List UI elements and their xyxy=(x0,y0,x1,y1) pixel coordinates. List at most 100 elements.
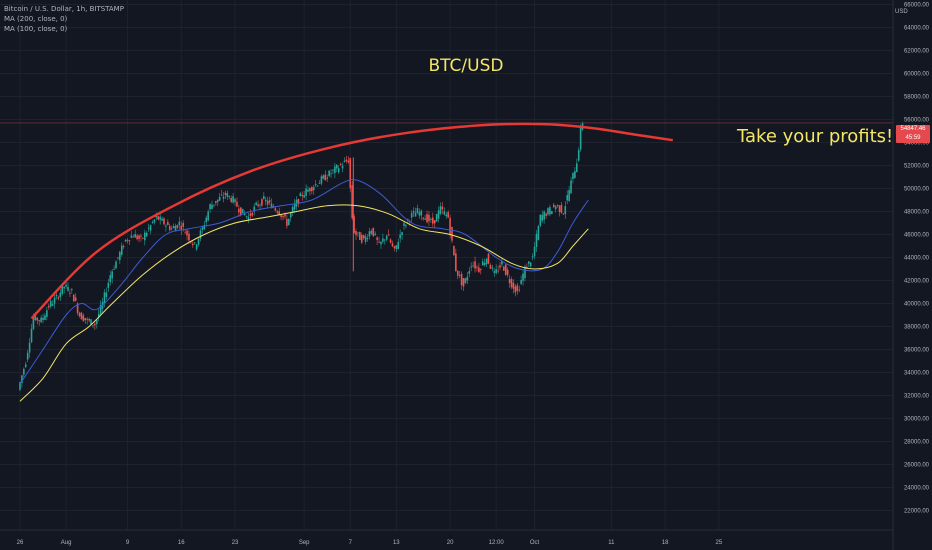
candle xyxy=(336,163,338,173)
candle xyxy=(23,367,25,379)
candle xyxy=(49,298,52,309)
candle xyxy=(44,313,46,321)
candle xyxy=(389,238,392,244)
candle xyxy=(224,190,227,200)
candle xyxy=(326,174,328,182)
candle xyxy=(305,184,307,201)
candle xyxy=(360,232,363,245)
time-tick-label: 20 xyxy=(447,540,454,546)
candle xyxy=(558,205,561,217)
candle xyxy=(359,231,361,241)
candle xyxy=(138,234,140,243)
candle xyxy=(128,239,131,246)
candle xyxy=(230,195,232,204)
price-tick-label: 38000.00 xyxy=(904,325,930,331)
time-tick-label: 23 xyxy=(232,540,239,546)
candle xyxy=(476,265,478,272)
candle xyxy=(38,319,40,326)
candle xyxy=(455,248,457,272)
time-tick-label: 12:00 xyxy=(489,540,505,546)
candle xyxy=(574,166,576,179)
candle xyxy=(441,201,444,215)
candle xyxy=(226,190,229,200)
price-tick-label: 26000.00 xyxy=(904,463,930,469)
candle xyxy=(82,313,85,322)
candle xyxy=(470,262,472,272)
time-tick-label: Aug xyxy=(61,540,72,546)
candle xyxy=(322,174,325,180)
candle xyxy=(251,212,254,218)
candle xyxy=(405,224,407,229)
candle xyxy=(172,223,175,229)
price-tick-label: 36000.00 xyxy=(904,348,930,354)
candle xyxy=(433,220,436,229)
candle xyxy=(301,191,304,201)
candle xyxy=(288,218,290,226)
price-tick-label: 56000.00 xyxy=(904,118,930,124)
grid xyxy=(0,0,893,530)
candle xyxy=(337,165,340,174)
candle xyxy=(489,263,492,269)
candle xyxy=(345,155,348,164)
bar-countdown: 45:59 xyxy=(905,135,921,141)
candle xyxy=(349,157,352,193)
candle xyxy=(543,210,545,224)
candle xyxy=(514,283,517,297)
candle xyxy=(147,223,150,232)
candle xyxy=(96,319,98,329)
candle xyxy=(564,201,567,219)
candle xyxy=(117,257,119,261)
time-axis[interactable]: 26 Aug 9 16 23 Sep 7 13 20 12:00 Oct 11 18 25 xyxy=(0,529,893,546)
candle xyxy=(368,227,371,240)
candle xyxy=(458,270,461,279)
candle xyxy=(209,203,211,214)
candle xyxy=(215,200,217,206)
legend-ma200[interactable]: MA (200, close, 0) xyxy=(4,15,68,23)
candle xyxy=(80,311,83,320)
candle xyxy=(92,324,94,329)
candle xyxy=(387,229,390,236)
price-axis[interactable]: 22000.00 24000.00 26000.00 28000.00 30000.00… xyxy=(892,0,932,550)
candle xyxy=(384,239,386,245)
candle xyxy=(134,229,136,238)
candle xyxy=(199,228,202,242)
candle xyxy=(412,207,415,217)
candle xyxy=(180,221,183,236)
time-tick-label: Oct xyxy=(530,540,540,546)
candle xyxy=(343,157,346,163)
candle xyxy=(312,184,315,195)
candle xyxy=(286,214,288,229)
candle xyxy=(274,207,277,212)
candle xyxy=(94,321,96,330)
candle xyxy=(380,241,382,249)
candle xyxy=(205,215,208,227)
candle xyxy=(401,231,403,240)
candle xyxy=(414,207,417,217)
candle xyxy=(174,223,177,232)
ma200-line xyxy=(19,204,589,402)
candle xyxy=(282,215,284,221)
candle xyxy=(453,245,455,256)
annotation-curve[interactable] xyxy=(30,122,673,320)
price-tick-label: 46000.00 xyxy=(904,233,930,239)
price-axis-panel xyxy=(893,0,932,550)
candle xyxy=(159,212,161,225)
legend-ma100[interactable]: MA (100, close, 0) xyxy=(4,25,68,33)
candle xyxy=(103,289,106,308)
candle xyxy=(466,272,469,285)
candle xyxy=(537,224,540,241)
legend-symbol[interactable]: Bitcoin / U.S. Dollar, 1h, BITSTAMP xyxy=(4,5,124,13)
candle xyxy=(120,242,123,257)
candle xyxy=(19,381,21,392)
candle xyxy=(40,315,42,324)
candle xyxy=(132,234,135,238)
candle xyxy=(61,285,64,296)
candle xyxy=(247,213,250,224)
candle xyxy=(186,229,188,241)
candle xyxy=(508,275,511,288)
candle xyxy=(366,234,369,242)
candle xyxy=(105,287,108,300)
candle xyxy=(245,215,248,219)
candle xyxy=(560,201,563,214)
